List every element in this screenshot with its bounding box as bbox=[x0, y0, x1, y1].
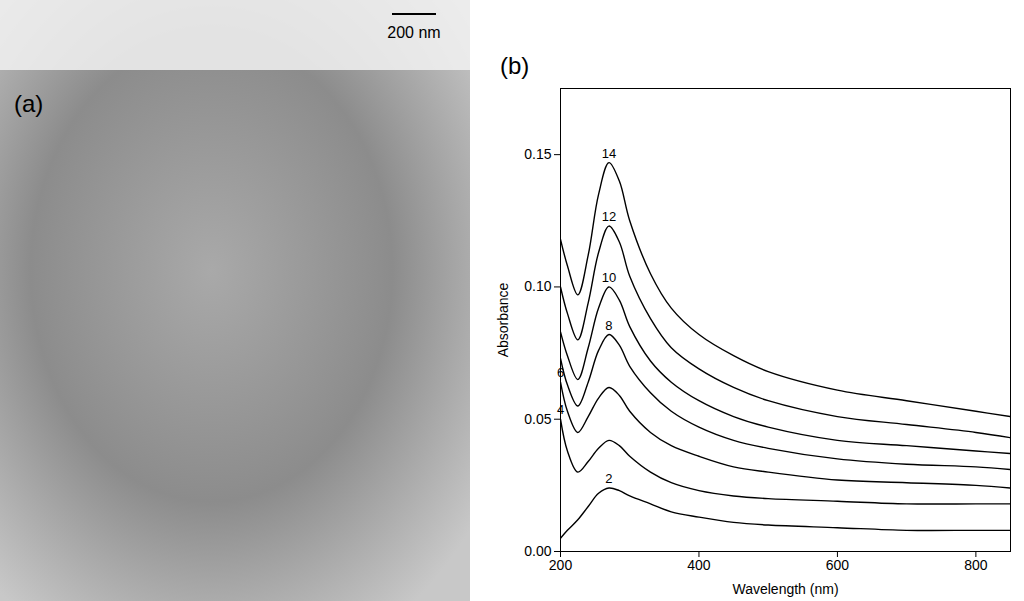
svg-text:10: 10 bbox=[602, 270, 616, 285]
svg-text:200: 200 bbox=[549, 557, 573, 573]
svg-text:8: 8 bbox=[605, 318, 612, 333]
svg-text:0.00: 0.00 bbox=[524, 543, 551, 559]
svg-text:200 nm: 200 nm bbox=[387, 24, 440, 41]
svg-text:6: 6 bbox=[556, 365, 565, 381]
svg-text:0.05: 0.05 bbox=[524, 411, 551, 427]
svg-text:2: 2 bbox=[605, 471, 612, 486]
svg-text:800: 800 bbox=[964, 557, 988, 573]
svg-text:0.15: 0.15 bbox=[524, 146, 551, 162]
svg-text:Absorbance: Absorbance bbox=[495, 282, 511, 357]
html-text:(b): (b) bbox=[500, 52, 530, 79]
svg-text:(a): (a) bbox=[14, 90, 43, 117]
svg-text:4: 4 bbox=[556, 402, 565, 418]
svg-text:600: 600 bbox=[826, 557, 850, 573]
svg-text:0.10: 0.10 bbox=[524, 278, 551, 294]
svg-text:12: 12 bbox=[602, 209, 616, 224]
svg-text:Wavelength (nm): Wavelength (nm) bbox=[732, 581, 838, 597]
svg-text:14: 14 bbox=[602, 146, 616, 161]
svg-text:400: 400 bbox=[687, 557, 711, 573]
